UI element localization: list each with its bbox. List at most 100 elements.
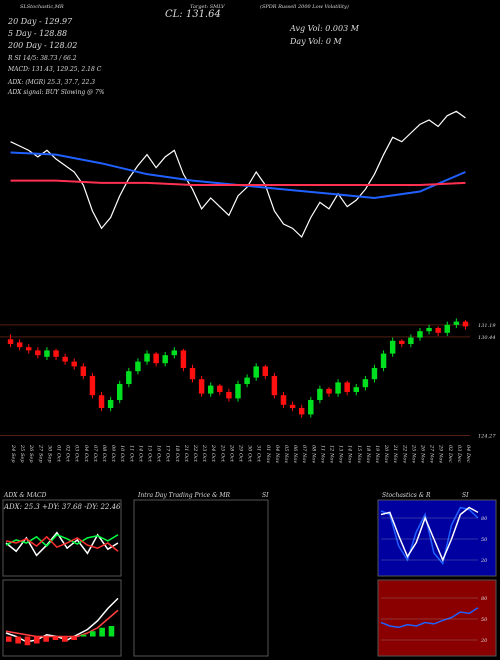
x-tick-label: 28 Oct [228,444,234,463]
candle-body [189,368,196,380]
stoch-box [377,499,497,577]
x-tick-label: 21 Nov [392,444,398,463]
x-tick-label: 14 Oct [137,445,143,463]
x-tick-label: 30 Sep [46,445,52,463]
x-tick-label: 14 Nov [347,445,353,463]
info: MACD: 131.43, 129.25, 2.18 C [7,66,102,73]
stoch-line [380,506,479,566]
x-tick-label: 11 Nov [319,445,325,463]
macd-hist [15,636,21,644]
x-tick-label: 11 Oct [128,445,134,463]
x-tick-label: 08 Nov [310,445,316,463]
x-tick-label: 26 Nov [419,444,425,463]
x-tick-label: 01 Oct [56,445,62,463]
x-tick-label: 18 Nov [365,445,371,463]
x-tick-label: 30 Oct [247,445,253,463]
candle-body [71,361,77,367]
x-tick-label: 04 Dec [465,445,471,463]
x-tick-label: 10 Oct [119,445,125,463]
close-label: CL: 131.64 [165,9,221,20]
header: Target: SMLV [190,4,226,10]
panel-tag: SI [462,492,469,499]
candle-body [253,366,259,378]
y-tick-label: 20 [480,638,488,644]
info: 5 Day - 128.88 [8,29,67,38]
x-tick-label: 20 Nov [383,444,389,463]
x-tick-label: 19 Nov [374,445,380,463]
macd-hist [34,636,40,644]
x-tick-label: 03 Dec [456,445,462,463]
x-tick-label: 27 Sep [37,444,43,463]
y-tick-label: 50 [481,537,488,543]
x-tick-label: 18 Oct [174,445,180,463]
x-tick-label: 12 Nov [328,445,334,463]
candle-body [426,328,432,332]
y-tick-label: 131.19 [478,323,496,329]
macd-hist [80,634,87,637]
candle-body [235,384,241,399]
macd-hist [52,636,59,640]
candle-body [399,340,405,344]
candle-body [335,382,341,394]
x-tick-label: 04 Nov [274,445,280,463]
x-tick-label: 23 Oct [201,444,207,463]
stoch-line [380,506,479,562]
macd-hist [99,627,105,637]
panel-title: Intra Day Trading Price & MR [137,492,231,499]
x-tick-label: 07 Oct [92,445,98,463]
candle-body [362,379,369,388]
candle-body [153,353,159,364]
x-tick-label: 08 Oct [101,445,107,463]
x-tick-label: 03 Oct [74,445,80,463]
candle-body [16,342,23,348]
x-tick-label: 13 Nov [338,445,344,463]
candle-body [35,350,41,356]
x-tick-label: 16 Oct [156,445,162,463]
candle-body [380,353,387,368]
panel-tag: SI [262,492,269,499]
candle-body [444,324,450,333]
candle-body [126,371,132,384]
header: (SPDR Russell 2000 Low Volatility) [260,3,349,10]
candle-body [280,395,287,405]
candle-body [344,382,350,392]
candle-body [453,321,460,325]
x-tick-label: 21 Oct [183,444,189,463]
x-tick-label: 22 Oct [192,444,198,463]
candle-body [435,328,441,333]
panel-title: Stochastics & R [382,492,431,499]
x-tick-label: 05 Nov [283,445,289,463]
x-tick-label: 09 Oct [110,445,116,463]
x-tick-label: 24 Sep [10,444,16,463]
candle-body [326,388,332,394]
macd-box [2,579,122,657]
x-tick-label: 31 Oct [256,445,262,463]
x-tick-label: 17 Oct [165,445,171,463]
candle-body [226,392,232,399]
info: R SI 14/5: 38.73 / 66.2 [7,55,77,62]
macd-hist [62,636,68,642]
avg-vol: Avg Vol: 0.003 M [289,24,360,33]
info: ADX signal: BUY Slowing @ 7% [7,89,105,96]
x-tick-label: 24 Oct [210,444,216,463]
price-line [10,110,466,239]
macd-hist [90,631,96,637]
candle-body [116,384,123,400]
candle-body [62,356,68,362]
candle-body [217,385,223,392]
candle-body [135,361,141,372]
candle-body [80,366,87,376]
candle-body [171,350,178,356]
candle-body [308,400,314,415]
x-tick-label: 01 Nov [265,445,271,463]
candle-body [44,350,50,357]
panel-title: ADX & MACD [3,492,47,499]
x-tick-label: 04 Oct [83,445,89,463]
candle-body [389,340,396,354]
candle-body [317,388,323,400]
macd-hist [43,636,49,642]
info: ADX: (MGR) 25.3, 37.7, 22.3 [7,79,95,86]
candle-body [26,347,32,351]
y-tick-label: 20 [480,558,488,564]
